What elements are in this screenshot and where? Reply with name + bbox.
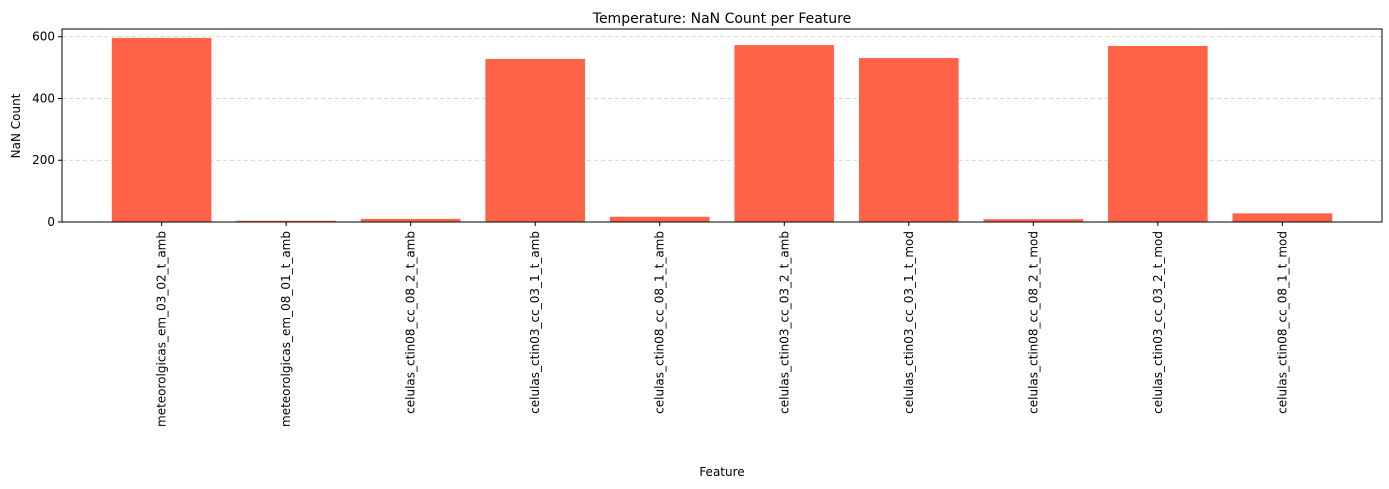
y-tick-label: 200 — [32, 153, 55, 167]
bar — [236, 220, 336, 222]
x-tick-label: meteorolgicas_em_03_02_t_amb — [155, 231, 169, 427]
x-axis-label: Feature — [699, 465, 744, 479]
bar — [111, 37, 212, 222]
y-tick-label: 600 — [32, 30, 55, 44]
bar — [858, 58, 959, 223]
x-tick-label: celulas_ctin08_cc_08_1_t_mod — [1275, 231, 1289, 414]
bar — [360, 218, 461, 222]
y-tick-label: 400 — [32, 91, 55, 105]
bar — [485, 58, 586, 222]
x-tick-label: celulas_ctin08_cc_08_2_t_amb — [404, 231, 418, 414]
bar — [1232, 213, 1333, 222]
x-tick-label: meteorolgicas_em_08_01_t_amb — [279, 231, 293, 427]
y-axis-label: NaN Count — [9, 93, 23, 158]
bar — [734, 45, 835, 222]
x-tick-label: celulas_ctin03_cc_03_2_t_mod — [1151, 231, 1165, 414]
bar — [983, 219, 1084, 222]
x-tick-label: celulas_ctin03_cc_03_1_t_mod — [902, 231, 916, 414]
bars — [111, 37, 1333, 223]
chart-title: Temperature: NaN Count per Feature — [592, 11, 851, 27]
x-axis-ticks: meteorolgicas_em_03_02_t_amb meteorolgica… — [155, 222, 1289, 427]
plot-frame — [61, 28, 1383, 223]
x-tick-label: celulas_ctin03_cc_03_2_t_amb — [777, 231, 791, 414]
x-tick-label: celulas_ctin03_cc_03_1_t_amb — [528, 231, 542, 414]
y-axis-ticks: 0 200 400 600 — [32, 30, 62, 229]
x-tick-label: celulas_ctin08_cc_08_2_t_mod — [1026, 231, 1040, 414]
y-tick-label: 0 — [47, 215, 55, 229]
x-tick-label: celulas_ctin08_cc_08_1_t_amb — [653, 231, 667, 414]
bar — [1108, 45, 1208, 222]
bar — [609, 216, 710, 222]
